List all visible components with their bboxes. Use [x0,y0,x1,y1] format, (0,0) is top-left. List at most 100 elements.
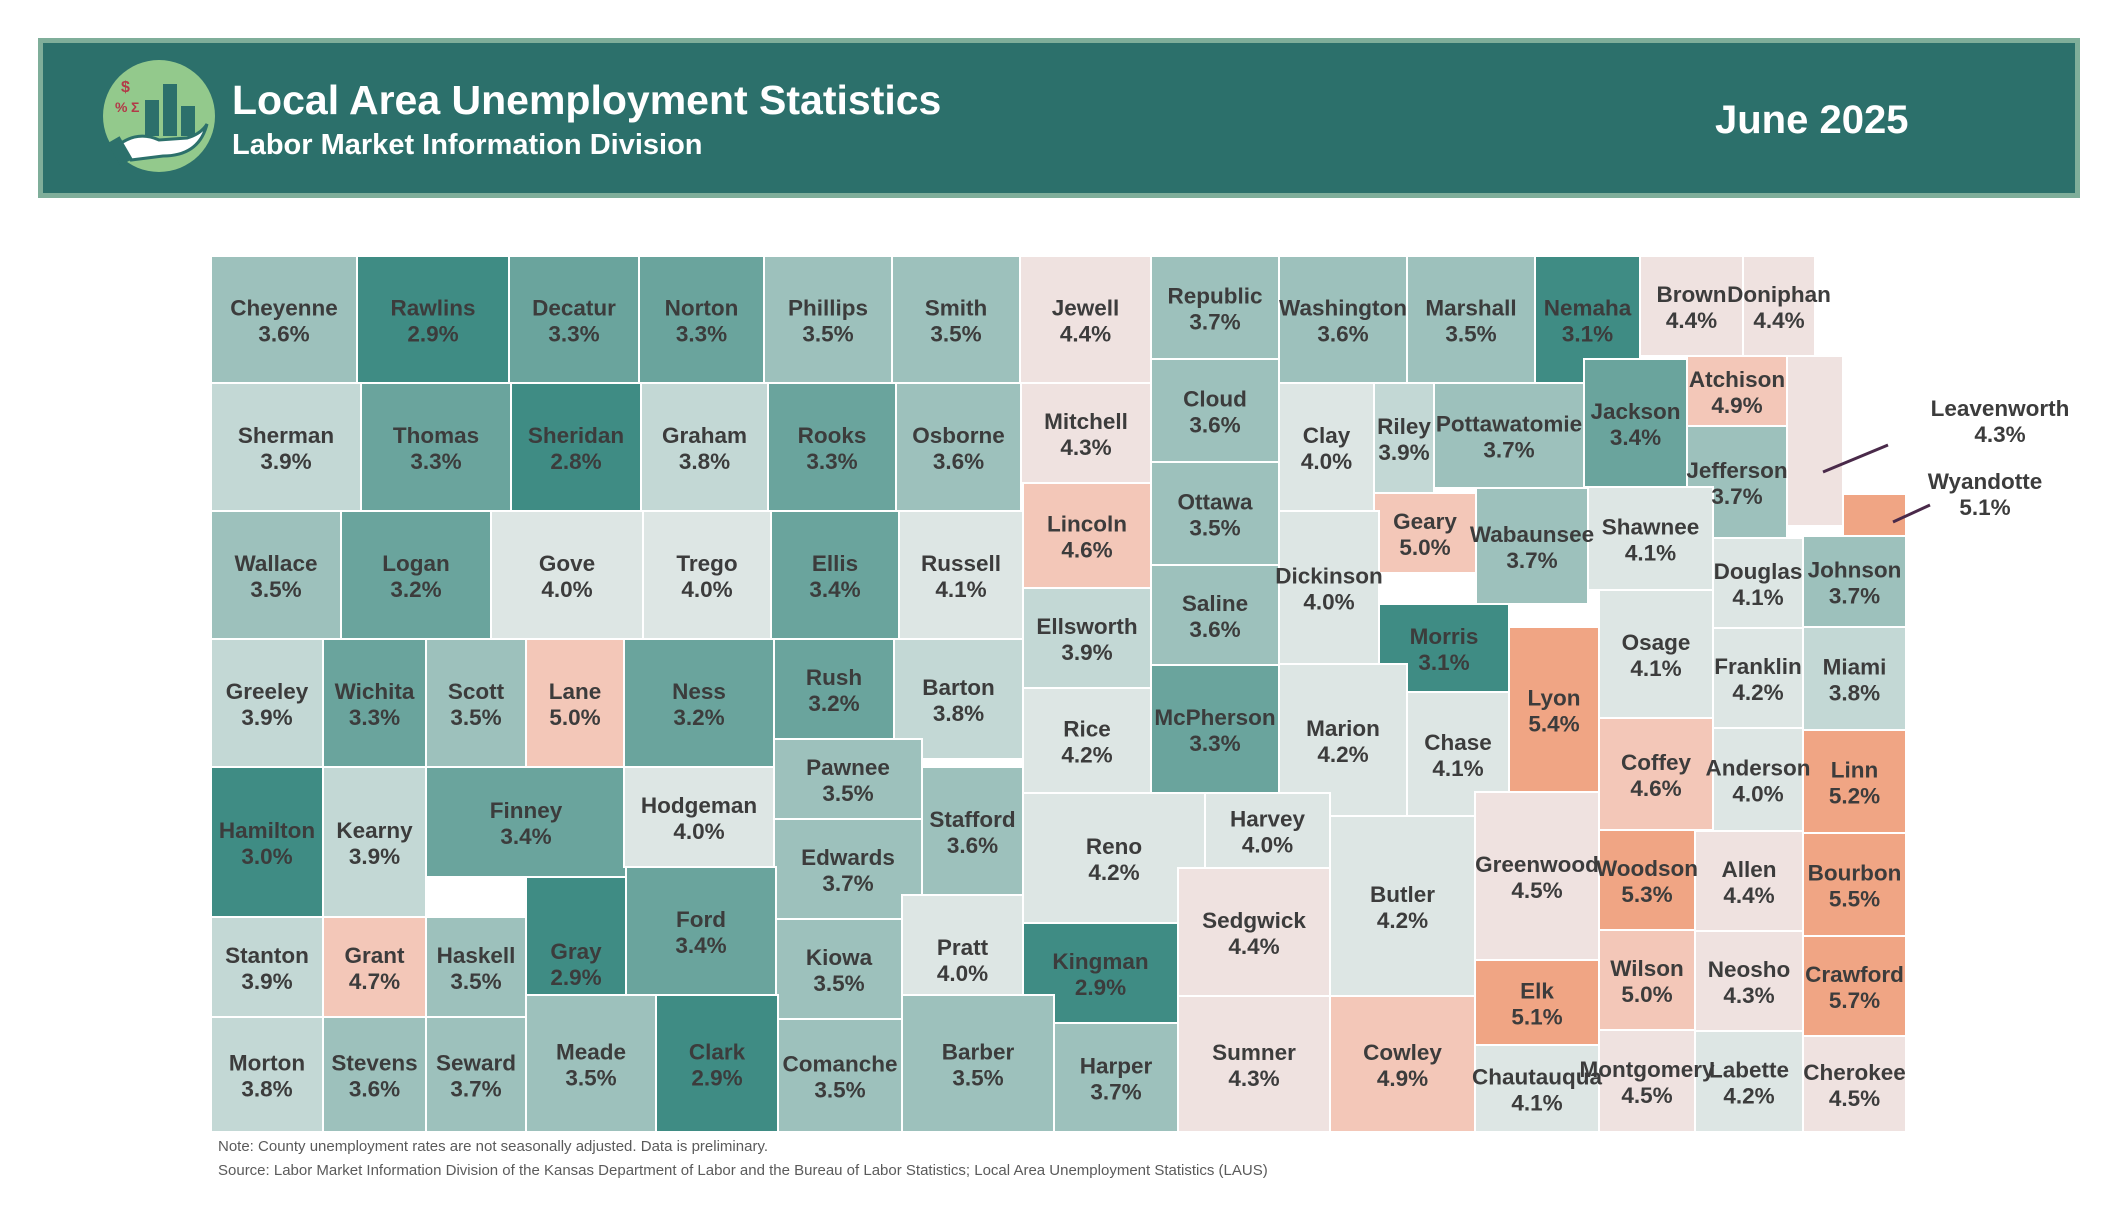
county-name-saline: Saline [1182,591,1248,616]
county-rawlins [356,255,510,384]
county-rate-marshall: 3.5% [1445,322,1496,347]
county-rate-wilson: 5.0% [1621,982,1672,1007]
county-rate-wyandotte: 5.1% [1959,495,2010,520]
county-rate-cowley: 4.9% [1377,1066,1428,1091]
county-marshall [1406,255,1536,384]
county-name-pratt: Pratt [937,935,989,960]
county-pawnee [773,738,923,820]
county-name-morris: Morris [1410,624,1479,649]
county-harvey [1204,792,1331,869]
county-stevens [322,1016,427,1133]
county-name-stanton: Stanton [225,943,309,968]
county-rate-rice: 4.2% [1061,743,1112,768]
county-rate-pawnee: 3.5% [822,781,873,806]
county-name-meade: Meade [556,1040,626,1065]
county-cowley [1329,995,1476,1133]
county-name-pottawatomie: Pottawatomie [1436,412,1582,437]
county-name-russell: Russell [921,551,1001,576]
county-rate-clark: 2.9% [691,1066,742,1091]
county-name-clark: Clark [689,1040,746,1065]
county-rate-geary: 5.0% [1399,535,1450,560]
county-rate-wabaunsee: 3.7% [1506,548,1557,573]
county-bourbon [1802,832,1907,937]
county-rate-graham: 3.8% [679,449,730,474]
county-rate-ellis: 3.4% [809,577,860,602]
county-clay [1278,382,1375,512]
page-title: Local Area Unemployment Statistics [232,77,942,123]
county-rate-wichita: 3.3% [349,705,400,730]
county-rate-hodgeman: 4.0% [673,819,724,844]
county-rate-lyon: 5.4% [1528,712,1579,737]
county-ellsworth [1022,587,1152,689]
county-haskell [425,916,527,1018]
county-name-wallace: Wallace [235,551,318,576]
county-name-kearny: Kearny [336,818,413,843]
county-norton [638,255,765,384]
county-name-jefferson: Jefferson [1686,458,1787,483]
county-name-crawford: Crawford [1805,962,1904,987]
county-name-miami: Miami [1823,655,1887,680]
header-banner: $ % Σ Local Area Unemployment Statistics… [38,38,2080,198]
county-rate-jewell: 4.4% [1060,322,1111,347]
county-rate-marion: 4.2% [1317,742,1368,767]
county-rate-elk: 5.1% [1511,1005,1562,1030]
county-rate-wallace: 3.5% [250,577,301,602]
county-name-trego: Trego [676,551,737,576]
county-chautauqua [1474,1044,1600,1133]
county-name-sherman: Sherman [238,423,334,448]
county-name-greenwood: Greenwood [1475,852,1599,877]
county-geary [1373,492,1477,574]
county-name-phillips: Phillips [788,296,868,321]
county-name-gove: Gove [539,551,595,576]
county-name-scott: Scott [448,679,505,704]
county-rate-russell: 4.1% [935,577,986,602]
county-stafford [921,766,1024,896]
county-rate-decatur: 3.3% [548,322,599,347]
county-rate-douglas: 4.1% [1732,585,1783,610]
county-rate-neosho: 4.3% [1723,983,1774,1008]
county-rate-johnson: 3.7% [1829,584,1880,609]
county-name-graham: Graham [662,423,747,448]
source-text: Source: Labor Market Information Divisio… [218,1162,1268,1179]
county-rate-ottawa: 3.5% [1189,516,1240,541]
county-name-seward: Seward [436,1051,516,1076]
county-name-decatur: Decatur [532,296,616,321]
county-name-barton: Barton [922,675,995,700]
county-rate-osborne: 3.6% [933,449,984,474]
county-name-pawnee: Pawnee [806,755,890,780]
county-name-finney: Finney [490,798,563,823]
county-rate-atchison: 4.9% [1711,393,1762,418]
county-rate-linn: 5.2% [1829,784,1880,809]
county-rate-harper: 3.7% [1090,1080,1141,1105]
county-name-chase: Chase [1424,730,1492,755]
county-name-sheridan: Sheridan [528,423,624,448]
county-grant [322,916,427,1018]
county-wabaunsee [1475,487,1589,605]
county-rate-sherman: 3.9% [260,449,311,474]
county-graham [640,382,769,512]
county-rate-smith: 3.5% [930,322,981,347]
county-linn [1802,729,1907,834]
county-wallace [210,510,342,640]
county-name-franklin: Franklin [1714,654,1802,679]
county-rice [1022,687,1152,794]
county-name-jewell: Jewell [1052,296,1120,321]
county-lyon [1508,626,1600,793]
note-text: Note: County unemployment rates are not … [218,1138,768,1155]
county-name-atchison: Atchison [1689,367,1785,392]
county-greeley [210,638,324,768]
county-rate-grant: 4.7% [349,969,400,994]
county-clark [655,994,779,1133]
callout-line-leavenworth [1822,443,1889,474]
county-name-dickinson: Dickinson [1275,564,1383,589]
county-rate-mcpherson: 3.3% [1189,731,1240,756]
county-hodgeman [623,766,775,868]
county-rate-gove: 4.0% [541,577,592,602]
county-rate-franklin: 4.2% [1732,680,1783,705]
county-barber [901,994,1055,1133]
county-rate-ellsworth: 3.9% [1061,640,1112,665]
county-rate-osage: 4.1% [1630,656,1681,681]
county-hamilton [210,766,324,918]
county-rate-comanche: 3.5% [814,1078,865,1103]
county-name-bourbon: Bourbon [1808,861,1902,886]
